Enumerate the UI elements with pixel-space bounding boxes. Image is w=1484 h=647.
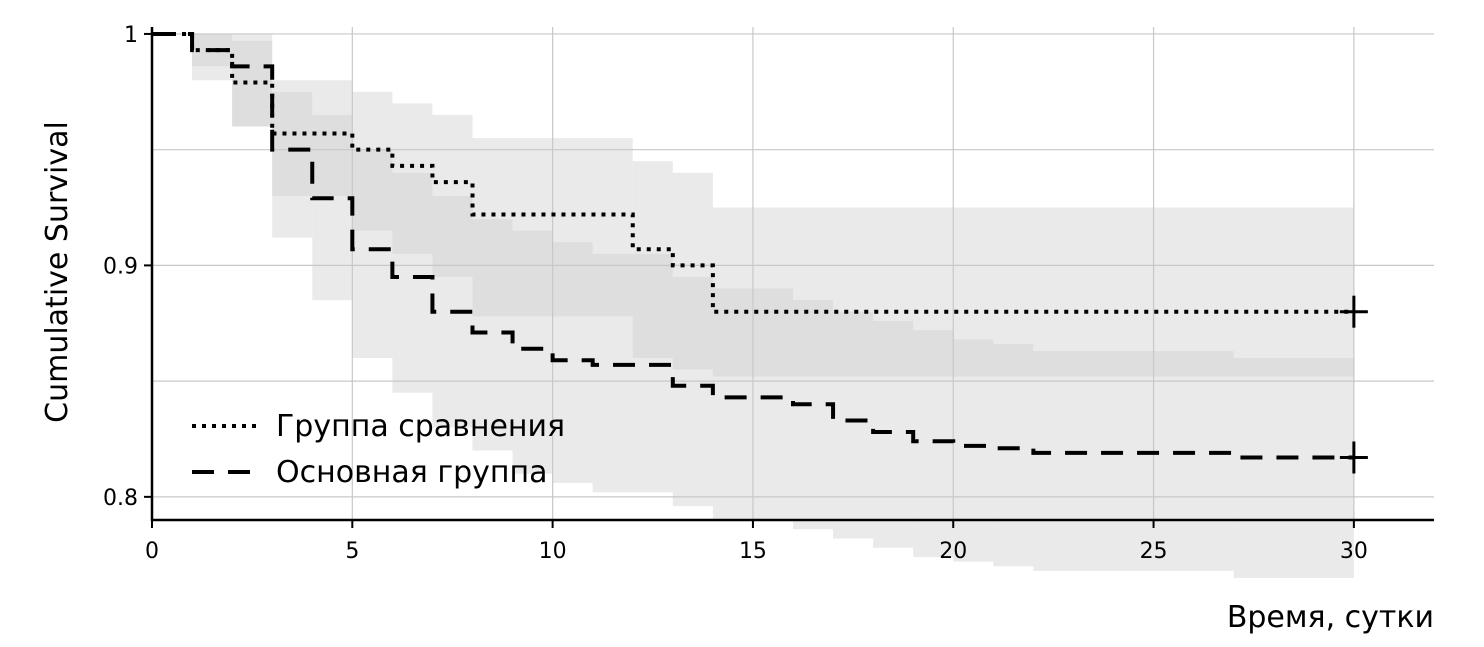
ci-band-segment bbox=[312, 114, 353, 301]
x-tick-label: 0 bbox=[145, 539, 159, 564]
x-tick-label: 15 bbox=[739, 539, 767, 564]
ci-band-segment bbox=[432, 114, 473, 277]
ci-band-segment bbox=[272, 91, 313, 238]
censor-mark-comparison bbox=[1339, 295, 1368, 328]
ci-band-segment bbox=[352, 149, 393, 358]
series-line-main bbox=[152, 31, 1354, 460]
y-tick-label: 0.8 bbox=[103, 486, 138, 511]
ci-band-segment bbox=[833, 311, 874, 539]
ci-band-segment bbox=[993, 344, 1034, 567]
ci-band-segment bbox=[632, 161, 673, 358]
ci-band-segment bbox=[512, 230, 553, 474]
y-axis-title: Cumulative Survival bbox=[40, 121, 75, 423]
ci-band-segment bbox=[913, 330, 954, 558]
ci-band-segment bbox=[352, 91, 393, 231]
legend-label-comparison: Группа сравнения bbox=[276, 409, 565, 444]
x-tick-label: 30 bbox=[1340, 539, 1368, 564]
ci-band-segment bbox=[793, 300, 834, 530]
x-tick-label: 25 bbox=[1140, 539, 1168, 564]
ci-band-segment bbox=[392, 103, 433, 254]
ci-band-segment bbox=[232, 33, 273, 127]
ci-band-segment bbox=[1033, 351, 1234, 571]
legend: Группа сравнения Основная группа bbox=[192, 409, 565, 490]
ci-band-segment bbox=[472, 219, 513, 451]
y-tick-label: 0.9 bbox=[103, 254, 138, 279]
grid-lines bbox=[152, 27, 1434, 520]
legend-label-main: Основная группа bbox=[276, 455, 548, 490]
survival-curves bbox=[152, 31, 1368, 474]
ci-band-segment bbox=[592, 253, 673, 493]
y-axis-ticks: 0.8 0.9 1 bbox=[103, 23, 152, 511]
ci-band-segment bbox=[873, 320, 914, 548]
ci-band-segment bbox=[672, 276, 713, 507]
ci-band-segment bbox=[552, 242, 593, 483]
x-axis-ticks: 0 5 10 15 20 25 30 bbox=[145, 520, 1368, 564]
ci-band-segment bbox=[392, 172, 433, 393]
x-tick-label: 20 bbox=[939, 539, 967, 564]
x-tick-label: 10 bbox=[539, 539, 567, 564]
censor-mark-main bbox=[1339, 441, 1368, 474]
axes bbox=[150, 27, 1434, 522]
x-axis-title: Время, сутки bbox=[1227, 600, 1434, 635]
confidence-bands bbox=[192, 33, 1354, 578]
ci-band-segment bbox=[672, 172, 713, 370]
ci-band-segment bbox=[712, 207, 1354, 377]
x-tick-label: 5 bbox=[345, 539, 359, 564]
ci-band-segment bbox=[953, 339, 994, 562]
ci-band-segment bbox=[1233, 357, 1354, 578]
ci-band-segment bbox=[192, 33, 233, 81]
y-tick-label: 1 bbox=[124, 23, 138, 48]
